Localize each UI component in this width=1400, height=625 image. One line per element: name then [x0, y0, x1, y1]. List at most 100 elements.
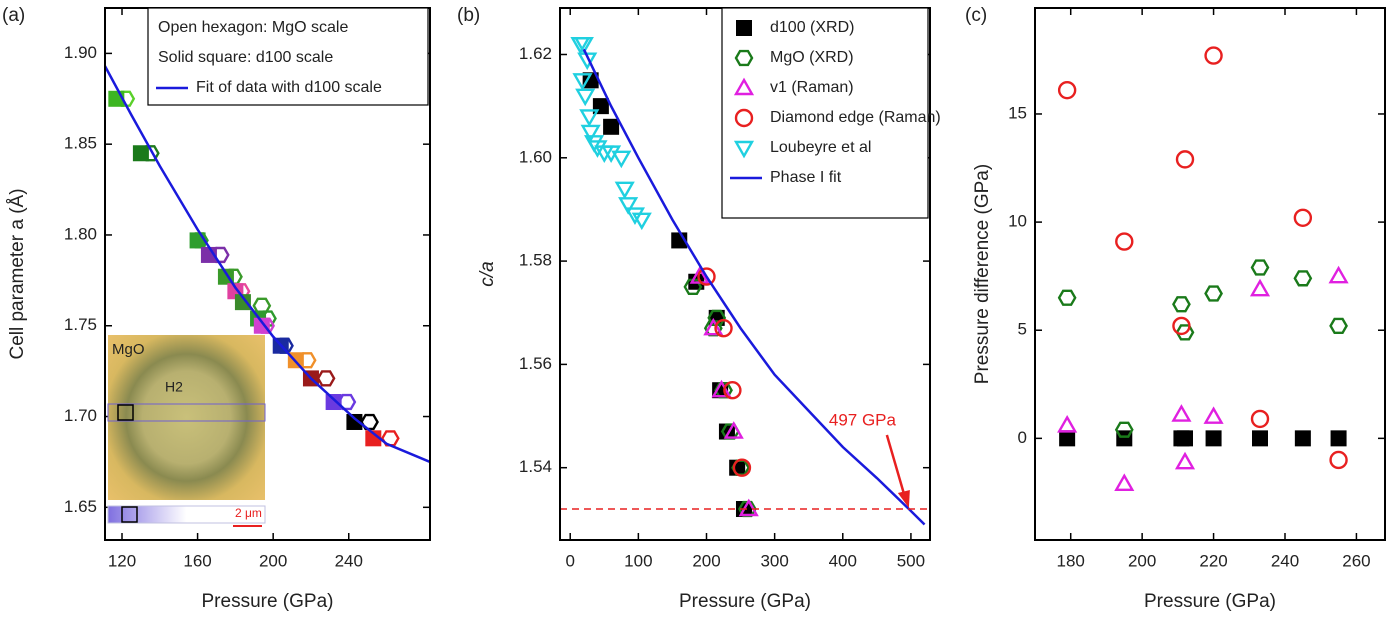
y-tick-label: 0: [1018, 428, 1027, 447]
x-tick-label: 160: [183, 551, 211, 570]
marker: [624, 207, 646, 226]
y-tick-label: 1.62: [519, 44, 552, 63]
marker: [1293, 270, 1313, 287]
x-tick-label: 240: [335, 551, 363, 570]
marker: [1330, 430, 1347, 447]
legend-label: Fit of data with d100 scale: [196, 79, 382, 96]
plot-frame: [1034, 7, 1386, 541]
marker: [346, 413, 363, 430]
x-tick-label: 220: [1199, 551, 1227, 570]
panel-label: (c): [965, 5, 987, 26]
marker: [714, 319, 733, 338]
annotation: 497 GPa: [829, 410, 897, 429]
marker: [683, 278, 703, 296]
marker: [1252, 430, 1268, 447]
y-axis-label: Pressure difference (GPa): [972, 164, 993, 384]
marker: [325, 394, 342, 411]
marker: [1177, 430, 1193, 447]
marker: [697, 267, 716, 286]
x-tick-label: 100: [624, 551, 652, 570]
arrow-head: [897, 490, 910, 509]
marker: [587, 140, 608, 158]
y-axis-label: c/a: [477, 261, 498, 286]
marker: [618, 197, 639, 215]
y-tick-label: 1.90: [64, 43, 97, 62]
x-tick-label: 260: [1342, 551, 1370, 570]
marker: [1114, 421, 1134, 438]
x-axis-label: Pressure (GPa): [202, 591, 334, 612]
legend: [147, 7, 429, 106]
panel-label: (b): [457, 5, 480, 26]
legend-label: Diamond edge (Raman): [770, 109, 941, 126]
x-tick-label: 240: [1271, 551, 1299, 570]
legend: [721, 7, 929, 219]
marker: [614, 181, 635, 200]
y-tick-label: 1.75: [64, 315, 97, 334]
y-tick-label: 1.60: [519, 147, 552, 166]
marker: [1059, 430, 1076, 447]
x-tick-label: 200: [259, 551, 287, 570]
x-tick-label: 180: [1057, 551, 1085, 570]
marker: [631, 212, 652, 231]
marker: [1329, 317, 1348, 335]
legend-label: Loubeyre et al: [770, 139, 871, 156]
marker: [733, 140, 755, 159]
marker: [582, 72, 599, 89]
marker: [572, 73, 593, 91]
inset-label: 2 μm: [235, 506, 262, 520]
marker: [1294, 430, 1311, 447]
marker: [1328, 265, 1349, 284]
inset: MgO H2 2 μm: [107, 335, 266, 527]
marker: [707, 309, 727, 327]
marker: [603, 118, 620, 135]
marker: [365, 430, 382, 447]
x-tick-label: 0: [565, 551, 574, 570]
marker: [1171, 404, 1192, 422]
fit-line: [582, 48, 926, 526]
legend-label: Open hexagon: MgO scale: [158, 19, 348, 36]
marker: [580, 124, 601, 143]
marker: [1172, 316, 1191, 336]
marker: [734, 108, 754, 128]
marker: [1250, 409, 1270, 429]
marker: [732, 458, 752, 477]
inset-photo: [108, 335, 265, 500]
inset-strip: [107, 403, 266, 422]
inset-label: H2: [165, 379, 183, 395]
y-tick-label: 1.70: [64, 406, 97, 425]
marker: [1174, 451, 1196, 470]
marker: [1204, 285, 1223, 302]
y-tick-label: 1.65: [64, 497, 97, 516]
marker: [1293, 208, 1313, 227]
marker: [611, 150, 632, 169]
legend-label: d100 (XRD): [770, 19, 854, 36]
y-tick-label: 1.56: [519, 354, 552, 373]
legend-label: Solid square: d100 scale: [158, 49, 333, 66]
y-tick-label: 1.85: [64, 134, 97, 153]
marker: [1204, 46, 1223, 65]
x-tick-label: 500: [897, 551, 925, 570]
marker: [132, 145, 149, 162]
marker: [1250, 259, 1270, 276]
marker: [316, 370, 336, 387]
marker: [1057, 414, 1078, 433]
marker: [723, 421, 744, 439]
marker: [1114, 473, 1135, 491]
marker: [253, 317, 270, 334]
marker: [1057, 80, 1077, 100]
marker: [1329, 450, 1348, 470]
x-tick-label: 400: [829, 551, 857, 570]
x-axis-label: Pressure (GPa): [1144, 591, 1276, 612]
marker: [1115, 232, 1134, 251]
fit-line: [103, 65, 431, 464]
legend-label: MgO (XRD): [770, 49, 854, 66]
legend-label: v1 (Raman): [770, 79, 854, 96]
marker: [380, 430, 400, 447]
x-tick-label: 200: [1128, 551, 1156, 570]
panel-label: (a): [2, 5, 25, 26]
inset-box: [117, 404, 134, 421]
x-tick-label: 300: [760, 551, 788, 570]
y-tick-label: 15: [1008, 103, 1027, 122]
marker: [723, 381, 742, 400]
